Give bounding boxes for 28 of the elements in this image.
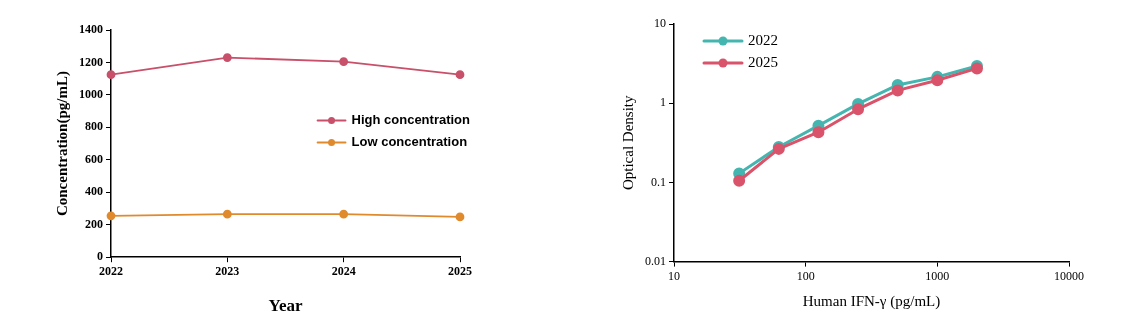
x-tick-label: 2023 [215, 264, 240, 279]
x-tick-label: 2024 [331, 264, 356, 279]
legend-label: High concentration [351, 112, 471, 128]
x-tick-label: 1000 [925, 268, 950, 283]
x-tick-label: 2022 [99, 264, 123, 279]
y-tick-label: 1200 [79, 54, 103, 69]
y-axis-title: Concentration(pg/mL) [53, 71, 71, 217]
x-tick-label: 2025 [448, 264, 472, 279]
y-tick-label: 1400 [79, 22, 103, 37]
y-tick-label: 800 [85, 119, 103, 134]
y-tick-label: 1 [660, 95, 666, 110]
x-tick-label: 100 [796, 268, 815, 283]
y-tick-label: 0 [97, 249, 103, 264]
x-axis-title: Human IFN-γ (pg/mL) [802, 292, 941, 310]
x-axis-title: Year [268, 296, 303, 316]
legend-label: 2025 [748, 53, 778, 70]
y-tick-label: 0.01 [645, 253, 666, 268]
y-tick-label: 0.1 [651, 174, 666, 189]
y-axis-title: Optical Density [619, 95, 636, 191]
y-tick-label: 10 [654, 16, 666, 31]
legend-label: 2022 [748, 31, 778, 48]
y-tick-label: 1000 [79, 87, 103, 102]
y-tick-label: 400 [85, 184, 103, 199]
legend-label: Low concentration [351, 134, 468, 150]
y-tick-label: 200 [85, 216, 103, 231]
x-tick-label: 10 [668, 268, 680, 283]
y-tick-label: 600 [85, 151, 103, 166]
x-tick-label: 10000 [1054, 268, 1084, 283]
